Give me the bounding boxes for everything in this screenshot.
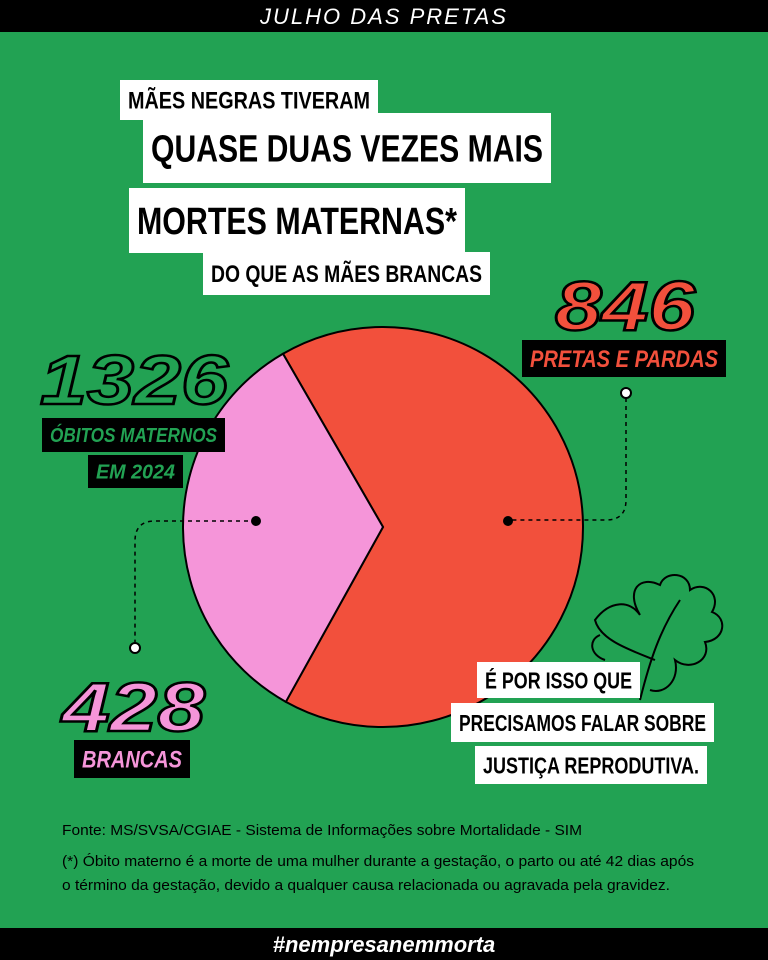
category-label-box xyxy=(74,740,190,778)
note-line: JUSTIÇA REPRODUTIVA. xyxy=(483,752,699,778)
source: Fonte: MS/SVSA/CGIAE - Sistema de Inform… xyxy=(62,822,582,839)
dot xyxy=(503,516,513,526)
total-label-box xyxy=(42,418,225,452)
chart: MÃES NEGRAS TIVERAM QUASE DUAS VEZES MAIS… xyxy=(39,80,726,894)
title-line: MORTES MATERNAS* xyxy=(137,201,457,243)
value-label: 428 xyxy=(60,668,206,746)
footnote: o término da gestação, devido a qualquer… xyxy=(62,877,670,894)
title-line: MÃES NEGRAS TIVERAM xyxy=(128,87,370,115)
category-label: BRANCAS xyxy=(82,747,182,774)
note-line-box xyxy=(451,703,714,742)
note-line-box xyxy=(475,746,707,784)
hashtag: #nempresanemmorta xyxy=(273,932,496,957)
header: JULHO DAS PRETAS xyxy=(259,4,508,29)
note-line: É POR ISSO QUE xyxy=(485,666,632,693)
dot xyxy=(129,642,141,654)
total-label: EM 2024 xyxy=(96,462,175,484)
total-value: 1326 xyxy=(40,341,229,419)
dot xyxy=(620,387,632,399)
total-label-box xyxy=(88,455,183,488)
title-line: DO QUE AS MÃES BRANCAS xyxy=(211,260,482,288)
value-label: 846 xyxy=(555,267,696,345)
header-bar xyxy=(0,0,768,32)
leaf xyxy=(591,574,724,701)
title-line: QUASE DUAS VEZES MAIS xyxy=(151,129,543,171)
category-label: PRETAS E PARDAS xyxy=(530,346,718,373)
footer-bar xyxy=(0,928,768,960)
title-line-box xyxy=(129,188,465,253)
total-label: ÓBITOS MATERNOS xyxy=(50,423,218,447)
note-line-box xyxy=(477,662,640,698)
title-line-box xyxy=(203,252,490,295)
title-line-box xyxy=(143,113,551,183)
category-label-box xyxy=(522,340,726,377)
dot xyxy=(251,516,261,526)
footnote: (*) Óbito materno é a morte de uma mulhe… xyxy=(62,853,694,870)
pie-slice xyxy=(182,352,385,704)
pie-slice xyxy=(281,326,584,728)
note-line: PRECISAMOS FALAR SOBRE xyxy=(459,710,706,736)
